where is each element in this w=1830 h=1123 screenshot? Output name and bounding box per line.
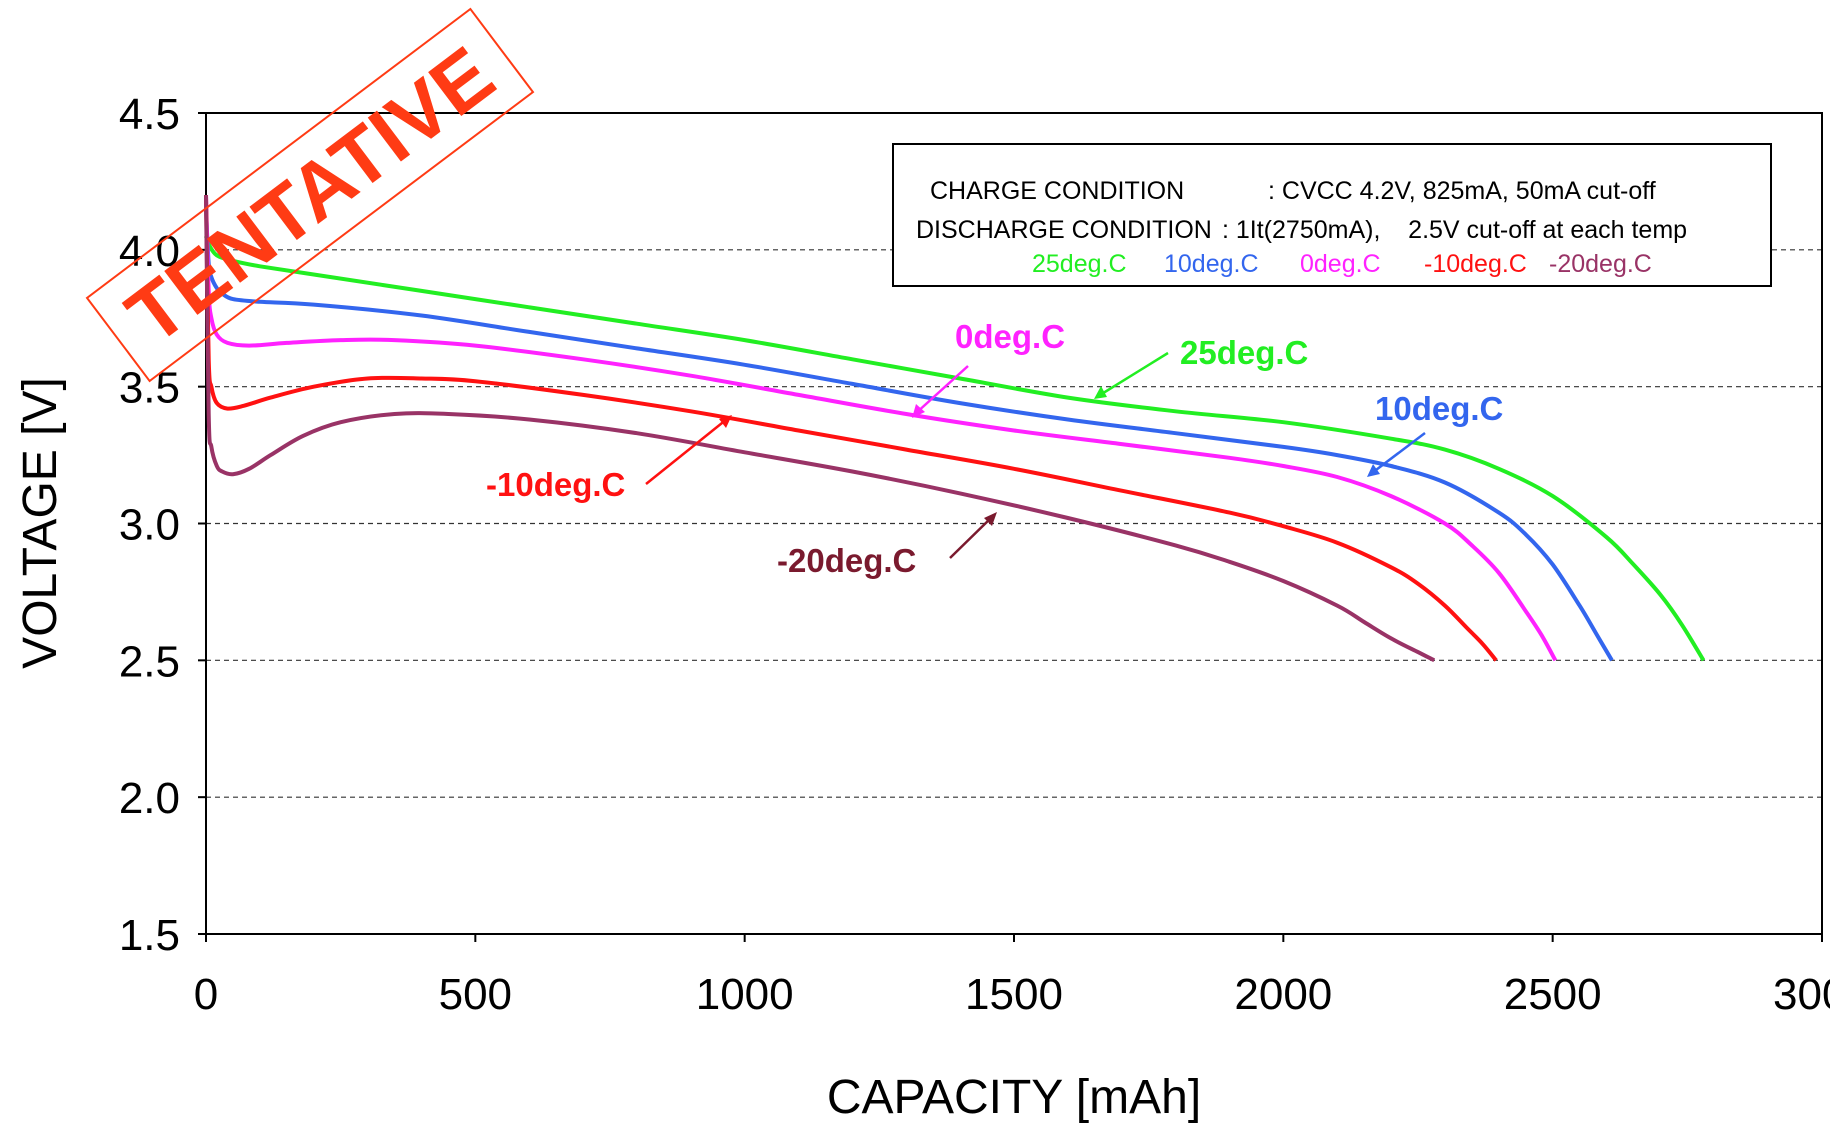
y-tick-label: 3.5: [119, 364, 180, 413]
callout-10c-arrow: [1371, 432, 1426, 474]
legend-box: CHARGE CONDITION : CVCC 4.2V, 825mA, 50m…: [892, 143, 1772, 287]
legend-entry-minus10c: -10deg.C: [1424, 250, 1527, 278]
x-tick-label: 2000: [1234, 970, 1332, 1019]
legend-entry-minus20c: -20deg.C: [1549, 250, 1652, 278]
callout-10c-label: 10deg.C: [1375, 390, 1503, 427]
callout-0c-label: 0deg.C: [955, 318, 1065, 355]
x-tick-label: 1000: [696, 970, 794, 1019]
callout-minus10c-label: -10deg.C: [486, 466, 625, 503]
y-axis-ticks: 1.52.02.53.03.54.04.5: [119, 90, 206, 960]
legend-frame: [892, 143, 1772, 287]
callout-10c: 10deg.C: [1367, 390, 1503, 477]
stamp-text: TENTATIVE: [111, 30, 510, 361]
callout-0c-arrowhead: [912, 404, 925, 418]
callout-0c-arrow: [914, 365, 969, 415]
callout-25c-label: 25deg.C: [1180, 334, 1308, 371]
legend-entry-10c: 10deg.C: [1164, 250, 1259, 278]
series-line--20deg.C: [204, 195, 1436, 663]
callout-minus20c-arrow: [949, 515, 994, 559]
series-line--10deg.C: [204, 195, 1498, 662]
callout-minus10c: -10deg.C: [486, 415, 732, 503]
discharge-condition-label: DISCHARGE CONDITION: [916, 216, 1212, 244]
y-tick-label: 1.5: [119, 911, 180, 960]
y-tick-label: 2.0: [119, 774, 180, 823]
series-line-0deg.C: [204, 195, 1558, 662]
x-axis-title: CAPACITY [mAh]: [827, 1071, 1201, 1123]
callout-minus20c-label: -20deg.C: [777, 542, 916, 579]
y-tick-label: 2.5: [119, 637, 180, 686]
callout-minus20c-arrowhead: [984, 512, 997, 526]
series-line-10deg.C: [204, 208, 1614, 662]
x-tick-label: 0: [194, 970, 218, 1019]
charge-condition-label: CHARGE CONDITION: [930, 177, 1184, 205]
callout-minus10c-arrowhead: [719, 415, 732, 428]
x-tick-label: 500: [439, 970, 512, 1019]
series-line-25deg.C: [204, 235, 1706, 662]
x-tick-label: 2500: [1504, 970, 1602, 1019]
series-lines: [204, 195, 1706, 663]
y-tick-label: 3.0: [119, 501, 180, 550]
legend-entry-0c: 0deg.C: [1300, 250, 1381, 278]
stamp-frame: [85, 7, 535, 383]
callout-25c-arrowhead: [1094, 386, 1107, 399]
callout-minus20c: -20deg.C: [777, 512, 997, 579]
callout-0c: 0deg.C: [912, 318, 1065, 418]
tentative-stamp: TENTATIVE: [85, 7, 535, 383]
callout-25c-arrow: [1099, 351, 1169, 397]
callout-10c-arrowhead: [1367, 464, 1380, 477]
x-tick-label: 1500: [965, 970, 1063, 1019]
x-axis-ticks: 0 500 1000 1500 2000 2500 3000: [194, 934, 1830, 1019]
callout-minus10c-arrow: [645, 418, 728, 485]
callout-25c: 25deg.C: [1094, 334, 1308, 399]
charge-condition-value: : CVCC 4.2V, 825mA, 50mA cut-off: [1268, 177, 1656, 205]
x-tick-label: 3000: [1773, 970, 1830, 1019]
legend-entry-25c: 25deg.C: [1032, 250, 1127, 278]
y-tick-label: 4.5: [119, 90, 180, 139]
discharge-condition-value: : 1It(2750mA), 2.5V cut-off at each temp: [1222, 216, 1687, 244]
y-axis-title: VOLTAGE [V]: [14, 377, 67, 669]
